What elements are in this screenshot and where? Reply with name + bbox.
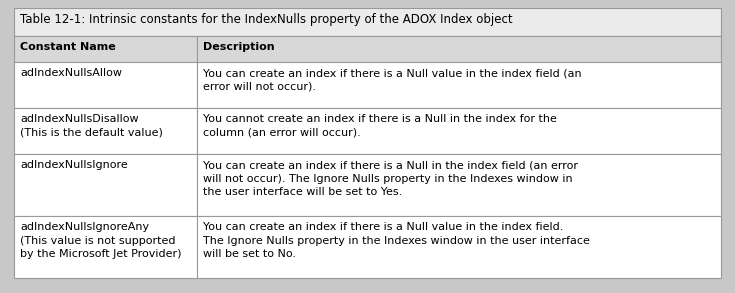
Bar [197,216,721,278]
Text: adIndexNullsIgnoreAny
(This value is not supported
by the Microsoft Jet Provider: adIndexNullsIgnoreAny (This value is not… [20,222,182,259]
Bar [14,8,721,36]
Text: Table 12-1: Intrinsic constants for the IndexNulls property of the ADOX Index ob: Table 12-1: Intrinsic constants for the … [20,13,512,26]
Bar [14,154,197,216]
Text: You can create an index if there is a Null in the index field (an error
will not: You can create an index if there is a Nu… [203,160,578,197]
Text: You cannot create an index if there is a Null in the index for the
column (an er: You cannot create an index if there is a… [203,114,557,138]
Text: You can create an index if there is a Null value in the index field (an
error wi: You can create an index if there is a Nu… [203,68,581,92]
Bar [14,62,197,108]
Bar [197,108,721,154]
Bar [14,36,197,62]
Text: adIndexNullsIgnore: adIndexNullsIgnore [20,160,128,170]
Text: adIndexNullsAllow: adIndexNullsAllow [20,68,122,78]
Text: adIndexNullsDisallow
(This is the default value): adIndexNullsDisallow (This is the defaul… [20,114,163,138]
Text: You can create an index if there is a Null value in the index field.
The Ignore : You can create an index if there is a Nu… [203,222,590,259]
Bar [197,62,721,108]
Bar [14,216,197,278]
Text: Description: Description [203,42,275,52]
Text: Constant Name: Constant Name [20,42,115,52]
Bar [197,36,721,62]
Bar [14,108,197,154]
Bar [197,154,721,216]
